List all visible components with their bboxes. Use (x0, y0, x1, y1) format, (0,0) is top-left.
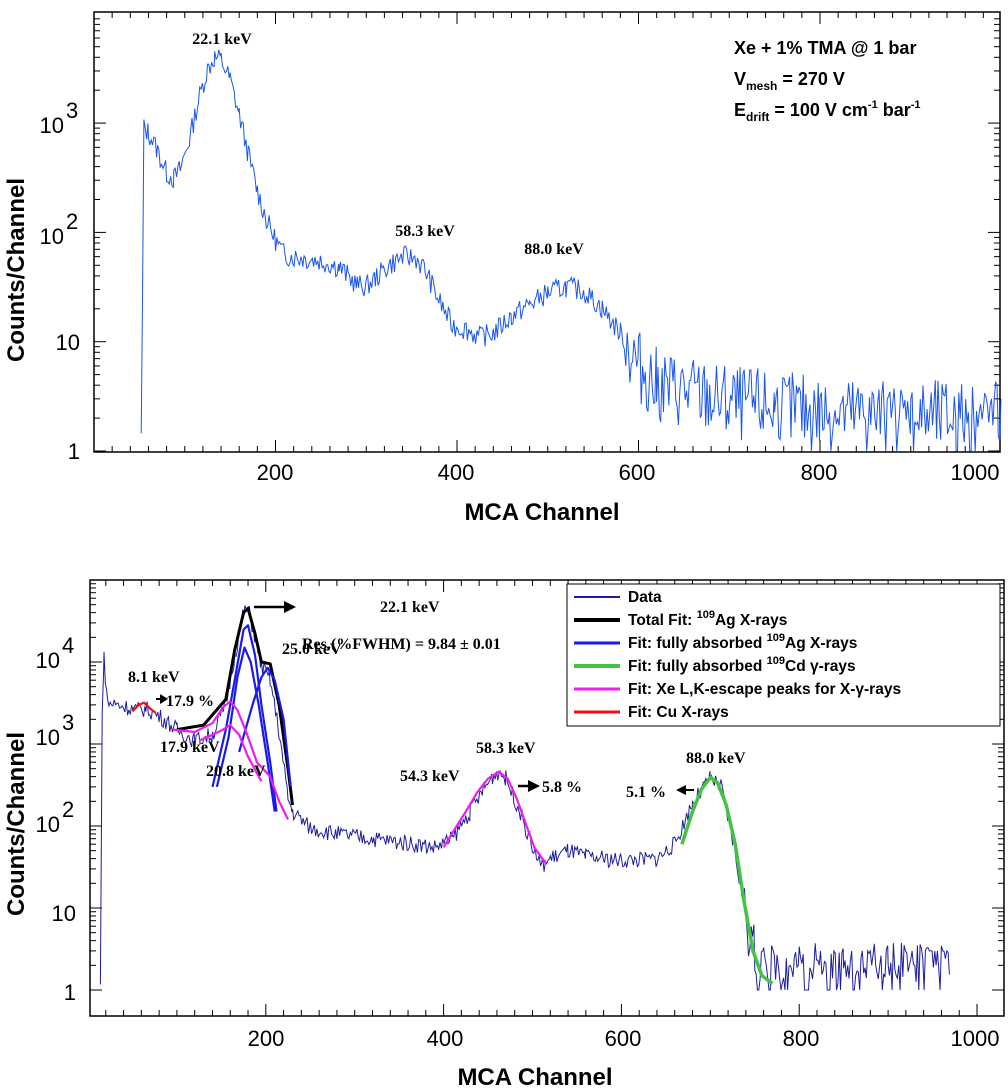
bottom-res-label-5-1-pct: 5.1 % (626, 784, 666, 801)
info-edrift-main: E (734, 100, 746, 120)
bottom-peak-label-25-0: 25.0 keV (282, 641, 342, 658)
top-xtick-800: 800 (801, 460, 838, 485)
legend-total-fit-text2: Ag X-rays (715, 612, 787, 629)
top-ytick-10: 10 (56, 330, 80, 355)
top-ytick-1000-exp: 3 (66, 98, 78, 123)
bottom-peak-label-22-1: 22.1 keV (380, 599, 440, 616)
bottom-ytick-1: 1 (64, 980, 76, 1005)
bottom-xtick-400: 400 (427, 1026, 464, 1051)
legend-label-cu-fit: Fit: Cu X-rays (628, 704, 729, 721)
legend: Data Total Fit: 109Ag X-rays Fit: fully … (566, 583, 1001, 727)
bottom-fit-series-3 (215, 646, 276, 812)
bottom-ytick-10000-exp: 4 (62, 633, 74, 658)
legend-label-data: Data (628, 589, 662, 606)
legend-label-cd-fit: Fit: fully absorbed 109Cd γ-rays (628, 655, 856, 675)
top-series (140, 49, 1002, 452)
bottom-peak-label-58-3: 58.3 keV (476, 740, 536, 757)
arrow-5-1-head (676, 785, 686, 795)
bottom-peak-label-20-8: 20.8 keV (206, 763, 266, 780)
top-data-series (140, 49, 1002, 452)
info-edrift-sup2: -1 (911, 99, 921, 111)
legend-total-fit-text: Total Fit: (628, 612, 697, 629)
top-xtick-1000: 1000 (951, 460, 1000, 485)
bottom-res-label-5-8-pct: 5.8 % (542, 779, 582, 796)
top-peak-label-22: 22.1 keV (192, 31, 252, 48)
bottom-xtick-800: 800 (783, 1026, 820, 1051)
top-xtick-400: 400 (438, 460, 475, 485)
bottom-peak-label-17-9: 17.9 keV (160, 739, 220, 756)
bottom-ytick-10: 10 (52, 901, 76, 926)
legend-frame (566, 583, 1001, 727)
info-vmesh-main: V (734, 69, 746, 89)
info-vmesh-sub: mesh (746, 79, 777, 93)
legend-cd-fit-text: Fit: fully absorbed (628, 658, 767, 675)
bottom-xtick-1000: 1000 (951, 1026, 1000, 1051)
bottom-ytick-100-base: 10 (36, 812, 60, 837)
bottom-ytick-1000-exp: 3 (62, 710, 74, 735)
top-peak-label-88: 88.0 keV (524, 241, 584, 258)
legend-ag-fit-sup: 109 (767, 632, 785, 644)
info-edrift-sub: drift (746, 110, 769, 124)
bottom-ytick-100-exp: 2 (62, 797, 74, 822)
bottom-fit-series-5 (680, 775, 774, 985)
info-edrift-mid: = 100 V cm (769, 100, 868, 120)
top-ytick-100: 10 (40, 224, 64, 249)
top-ytick-100-base: 10 (40, 224, 64, 249)
top-chart: 1 10 10 2 10 3 200 400 600 800 1000 MCA … (3, 11, 1002, 526)
bottom-fit-series-9 (131, 701, 157, 714)
legend-ag-fit-text2: Ag X-rays (785, 635, 857, 652)
top-ytick-1: 1 (68, 439, 80, 464)
legend-cd-fit-text2: Cd γ-rays (785, 658, 856, 675)
info-edrift-mid2: bar (878, 100, 911, 120)
bottom-ytick-1000: 10 (36, 725, 60, 750)
top-peak-label-58: 58.3 keV (395, 223, 455, 240)
arrow-22-keV-head (284, 601, 296, 613)
bottom-fit-series-4 (238, 666, 292, 788)
info-mesh-voltage: Vmesh = 270 V (734, 69, 845, 93)
bottom-escape-label-17-9-pct: 17.9 % (166, 693, 214, 710)
bottom-ytick-1000-base: 10 (36, 725, 60, 750)
bottom-xtick-200: 200 (248, 1026, 285, 1051)
bottom-fit-series-1 (176, 606, 294, 806)
bottom-fit-series-2 (211, 624, 278, 812)
legend-label-total-fit: Total Fit: 109Ag X-rays (628, 609, 787, 629)
bottom-ytick-10000: 10 (36, 648, 60, 673)
bottom-y-axis-label: Counts/Channel (3, 732, 30, 916)
info-vmesh-rest: = 270 V (777, 69, 845, 89)
bottom-fit-series-6 (172, 700, 289, 820)
bottom-peak-label-8-1: 8.1 keV (128, 669, 180, 686)
bottom-peak-label-54-3: 54.3 keV (400, 768, 460, 785)
top-ytick-1000-base: 10 (40, 113, 64, 138)
legend-ag-fit-text: Fit: fully absorbed (628, 635, 767, 652)
top-ytick-100-exp: 2 (66, 209, 78, 234)
bottom-ytick-100: 10 (36, 812, 60, 837)
top-ytick-1000: 10 (40, 113, 64, 138)
info-edrift-sup1: -1 (868, 99, 878, 111)
legend-label-ag-fit: Fit: fully absorbed 109Ag X-rays (628, 632, 857, 652)
top-plot-frame (93, 11, 1001, 453)
arrow-5-8-head (528, 780, 540, 792)
info-drift-field: Edrift = 100 V cm-1 bar-1 (734, 99, 921, 124)
bottom-xtick-600: 600 (605, 1026, 642, 1051)
legend-cd-fit-sup: 109 (767, 655, 785, 667)
bottom-x-axis-label: MCA Channel (457, 1064, 612, 1091)
bottom-plot-frame (89, 579, 1005, 1017)
bottom-series (99, 605, 950, 991)
bottom-fit-series-8 (442, 770, 547, 865)
top-xtick-200: 200 (257, 460, 294, 485)
bottom-fit-series-7 (198, 724, 263, 782)
info-gas-mixture: Xe + 1% TMA @ 1 bar (734, 38, 916, 58)
bottom-ytick-10000-base: 10 (36, 648, 60, 673)
legend-total-fit-sup: 109 (697, 609, 715, 621)
top-axes (93, 12, 1000, 452)
legend-label-escape-fit: Fit: Xe L,K-escape peaks for X-γ-rays (628, 681, 901, 698)
top-y-axis-label: Counts/Channel (3, 178, 30, 362)
top-x-axis-label: MCA Channel (464, 499, 619, 526)
bottom-chart: 1 10 10 2 10 3 10 4 200 400 600 800 1000… (3, 579, 1005, 1091)
bottom-resolution-text: Res.(%FWHM) = 9.84 ± 0.01 (302, 636, 501, 653)
top-xtick-600: 600 (619, 460, 656, 485)
bottom-peak-label-88-0: 88.0 keV (686, 750, 746, 767)
arrow-17-9-head (160, 694, 168, 704)
